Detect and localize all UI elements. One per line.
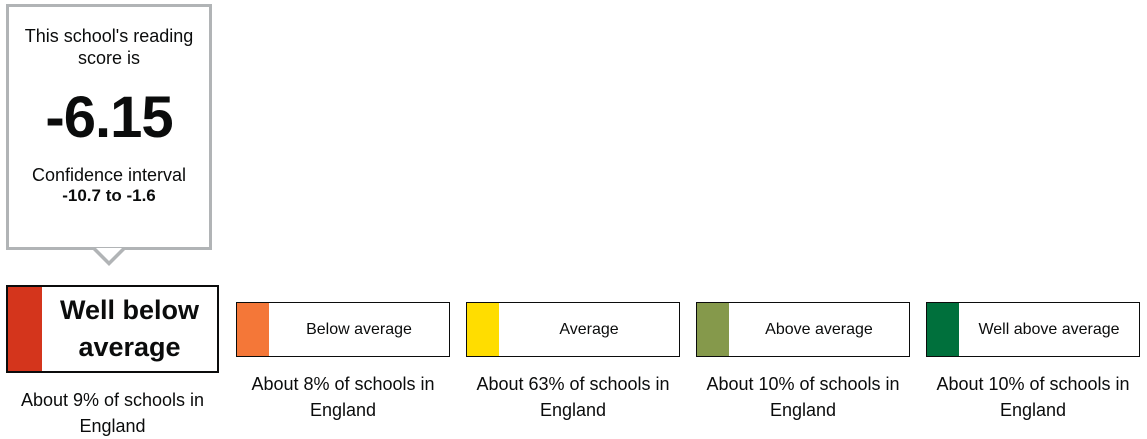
band-label: Below average: [306, 320, 412, 338]
score-intro: This school's reading score is: [24, 26, 194, 68]
band-color-swatch: [8, 287, 42, 371]
band-box: Well above average: [926, 302, 1140, 357]
band-description: About 10% of schools in England: [706, 374, 900, 420]
band-label: Well below average: [59, 295, 200, 362]
band-description: About 10% of schools in England: [936, 374, 1130, 420]
band-description: About 8% of schools in England: [251, 374, 435, 420]
band-box: Below average: [236, 302, 450, 357]
band-label: Well above average: [978, 320, 1120, 338]
band-box: Average: [466, 302, 680, 357]
band-color-swatch: [697, 303, 729, 356]
band-label: Above average: [765, 320, 873, 338]
band-color-swatch: [237, 303, 269, 356]
band-color-swatch: [467, 303, 499, 356]
band-box: Well below average: [6, 285, 219, 373]
band-average: Average About 63% of schools in England: [466, 302, 680, 423]
band-well-above-average: Well above average About 10% of schools …: [926, 302, 1140, 423]
band-box: Above average: [696, 302, 910, 357]
band-description: About 63% of schools in England: [476, 374, 670, 420]
band-below-average: Below average About 8% of schools in Eng…: [236, 302, 450, 423]
confidence-interval-label: Confidence interval: [31, 165, 187, 185]
band-color-swatch: [927, 303, 959, 356]
band-label: Average: [559, 320, 619, 338]
band-well-below-average: Well below average About 9% of schools i…: [6, 285, 219, 439]
band-above-average: Above average About 10% of schools in En…: [696, 302, 910, 423]
confidence-interval-range: -10.7 to -1.6: [62, 186, 156, 205]
reading-score-value: -6.15: [45, 85, 173, 150]
band-description: About 9% of schools in England: [20, 390, 205, 436]
score-callout: This school's reading score is -6.15 Con…: [6, 4, 212, 266]
